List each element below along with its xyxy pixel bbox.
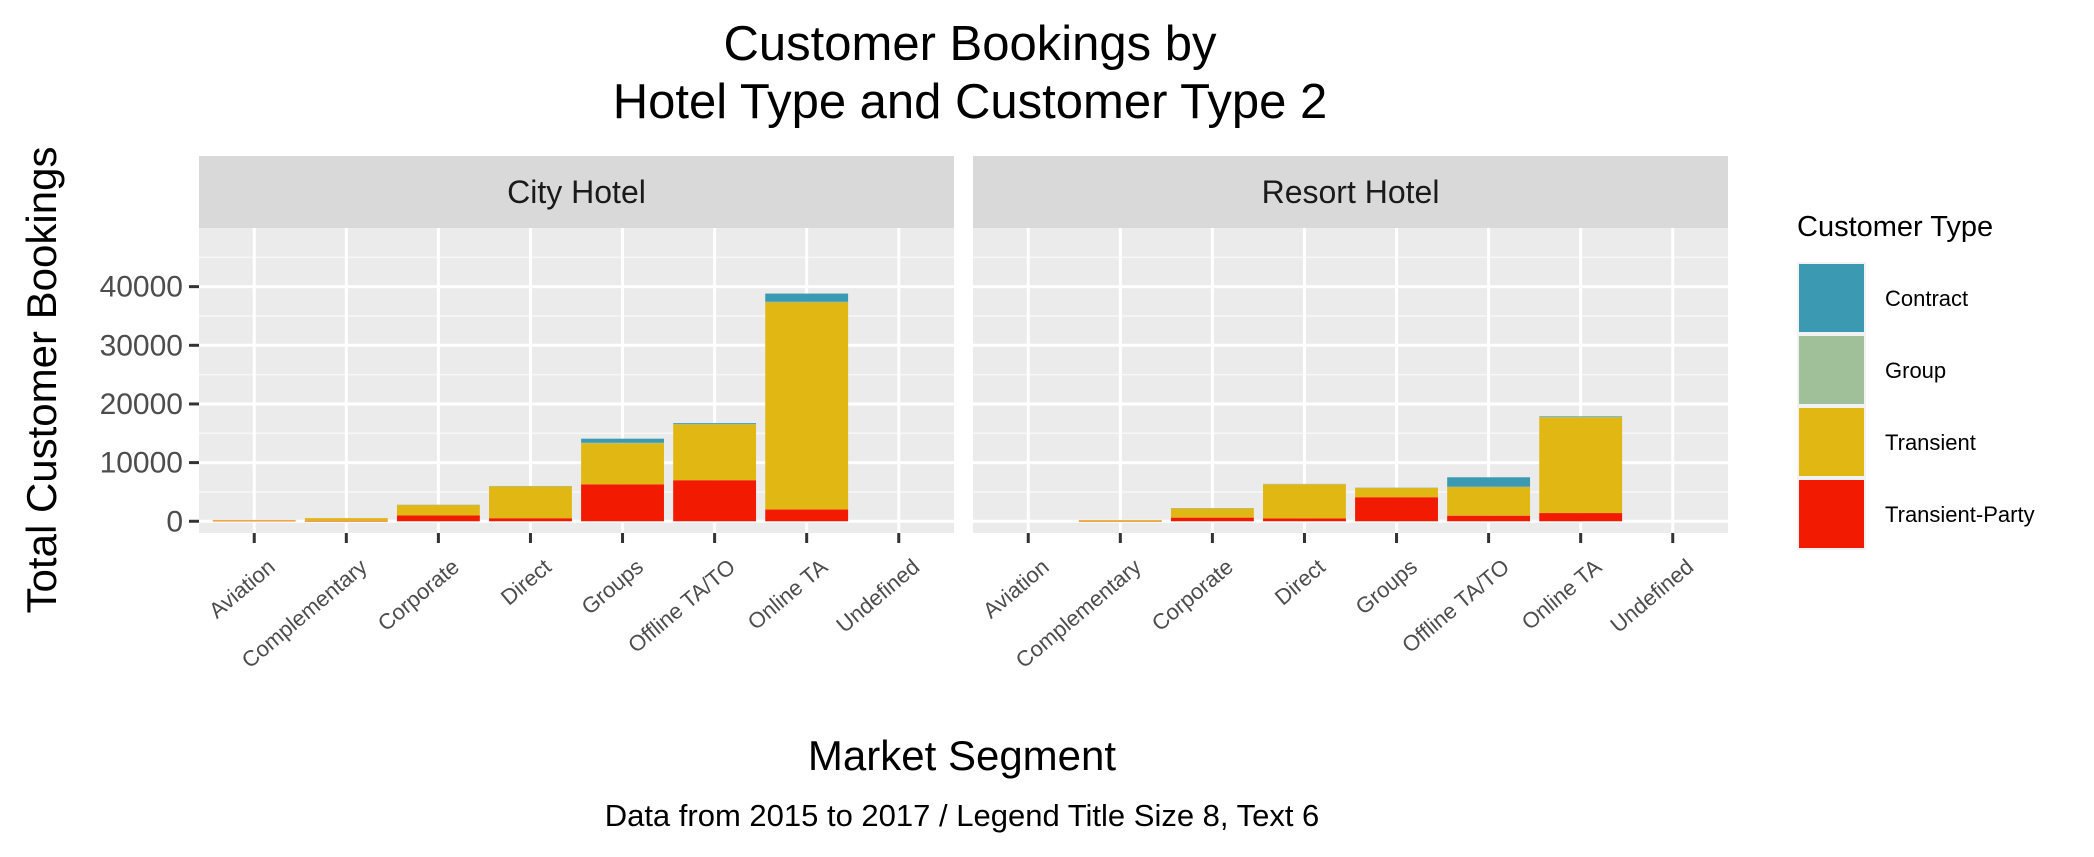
facet-strip bbox=[973, 156, 1728, 228]
bar-city-hotel-online-ta-transient-party bbox=[765, 509, 849, 522]
bar-city-hotel-online-ta-transient bbox=[765, 302, 849, 510]
facet-strip-label: Resort Hotel bbox=[1262, 174, 1440, 210]
x-tick-label: Online TA bbox=[1517, 554, 1607, 635]
caption: Data from 2015 to 2017 / Legend Title Si… bbox=[605, 798, 1320, 833]
y-tick-label: 0 bbox=[166, 505, 183, 538]
bar-city-hotel-offline-ta-to-transient-party bbox=[673, 480, 757, 522]
chart-title: Customer Bookings by Hotel Type and Cust… bbox=[613, 17, 1328, 129]
y-tick-label: 30000 bbox=[100, 329, 183, 362]
bar-resort-hotel-groups-group bbox=[1355, 487, 1438, 489]
bar-city-hotel-aviation-transient bbox=[212, 519, 296, 521]
bar-resort-hotel-complementary-transient bbox=[1078, 520, 1162, 522]
legend-label-transient: Transient bbox=[1885, 430, 1976, 455]
bar-resort-hotel-online-ta-transient-party bbox=[1539, 513, 1623, 522]
bar-resort-hotel-corporate-group bbox=[1170, 508, 1254, 509]
bar-city-hotel-corporate-transient bbox=[396, 504, 480, 516]
bar-city-hotel-aviation-transient-party bbox=[212, 520, 296, 522]
legend-key-transient-party bbox=[1799, 480, 1864, 548]
bar-resort-hotel-offline-ta-to-group bbox=[1447, 486, 1531, 488]
x-tick-label: Corporate bbox=[1147, 554, 1238, 636]
bar-city-hotel-groups-transient-party bbox=[581, 484, 664, 522]
x-tick-label: Direct bbox=[1270, 554, 1330, 610]
bar-city-hotel-corporate-transient-party bbox=[396, 515, 480, 522]
bar-resort-hotel-online-ta-transient bbox=[1539, 417, 1623, 514]
bar-city-hotel-complementary-transient bbox=[304, 518, 388, 522]
legend-key-group bbox=[1799, 336, 1864, 404]
bar-city-hotel-direct-transient-party bbox=[489, 518, 572, 522]
bar-city-hotel-online-ta-group bbox=[765, 301, 849, 303]
bar-city-hotel-groups-contract bbox=[581, 438, 664, 443]
bar-resort-hotel-corporate-transient bbox=[1170, 508, 1254, 518]
legend: Customer Type Contract Group Transient Tran… bbox=[1797, 211, 2035, 550]
y-tick-label: 40000 bbox=[100, 271, 183, 304]
chart-title-line-1: Customer Bookings by bbox=[724, 17, 1217, 71]
x-tick-label: Undefined bbox=[1605, 554, 1698, 638]
legend-label-transient-party: Transient-Party bbox=[1885, 502, 2035, 527]
bar-resort-hotel-offline-ta-to-transient bbox=[1447, 486, 1531, 516]
bar-resort-hotel-online-ta-contract bbox=[1539, 416, 1623, 417]
x-tick-label: Online TA bbox=[743, 554, 833, 635]
y-tick-label: 20000 bbox=[100, 388, 183, 421]
bar-resort-hotel-corporate-transient-party bbox=[1170, 517, 1254, 522]
bar-resort-hotel-direct-transient bbox=[1263, 484, 1346, 519]
x-tick-label: Groups bbox=[1351, 554, 1422, 620]
bar-resort-hotel-online-ta-group bbox=[1539, 416, 1623, 418]
y-axis-title: Total Customer Bookings bbox=[18, 147, 65, 614]
bar-city-hotel-online-ta-contract bbox=[765, 293, 849, 302]
facet-strip-label: City Hotel bbox=[507, 174, 646, 210]
legend-label-contract: Contract bbox=[1885, 286, 1968, 311]
bar-city-hotel-groups-group bbox=[581, 442, 664, 444]
legend-key-contract bbox=[1799, 264, 1864, 332]
x-tick-label: Aviation bbox=[204, 554, 280, 623]
legend-label-group: Group bbox=[1885, 358, 1946, 383]
bar-city-hotel-complementary-transient-party bbox=[304, 521, 388, 522]
bar-city-hotel-offline-ta-to-group bbox=[673, 424, 757, 425]
bar-city-hotel-offline-ta-to-transient bbox=[673, 424, 757, 481]
legend-key-transient bbox=[1799, 408, 1864, 476]
bar-resort-hotel-offline-ta-to-contract bbox=[1447, 477, 1531, 487]
x-tick-label: Corporate bbox=[373, 554, 464, 636]
bar-city-hotel-corporate-group bbox=[396, 504, 480, 506]
bar-resort-hotel-direct-transient-party bbox=[1263, 518, 1346, 522]
chart-title-line-2: Hotel Type and Customer Type 2 bbox=[613, 75, 1328, 129]
bar-city-hotel-direct-transient bbox=[489, 486, 572, 519]
bar-resort-hotel-direct-group bbox=[1263, 483, 1346, 485]
legend-title: Customer Type bbox=[1797, 211, 1993, 243]
x-tick-label: Direct bbox=[496, 554, 556, 610]
bar-city-hotel-offline-ta-to-contract bbox=[673, 423, 757, 425]
facet-strip bbox=[199, 156, 954, 228]
bar-city-hotel-direct-group bbox=[489, 485, 572, 487]
x-tick-label: Groups bbox=[577, 554, 648, 620]
y-axis: 0 10000 20000 30000 40000 bbox=[100, 271, 199, 538]
bar-city-hotel-groups-transient bbox=[581, 443, 664, 485]
x-axis-title: Market Segment bbox=[808, 732, 1116, 779]
x-tick-label: Undefined bbox=[831, 554, 924, 638]
bar-resort-hotel-groups-transient-party bbox=[1355, 497, 1438, 522]
bar-resort-hotel-groups-transient bbox=[1355, 487, 1438, 498]
y-tick-label: 10000 bbox=[100, 447, 183, 480]
x-tick-label: Aviation bbox=[978, 554, 1054, 623]
bar-resort-hotel-complementary-transient-party bbox=[1078, 521, 1162, 522]
bar-resort-hotel-offline-ta-to-transient-party bbox=[1447, 515, 1531, 522]
